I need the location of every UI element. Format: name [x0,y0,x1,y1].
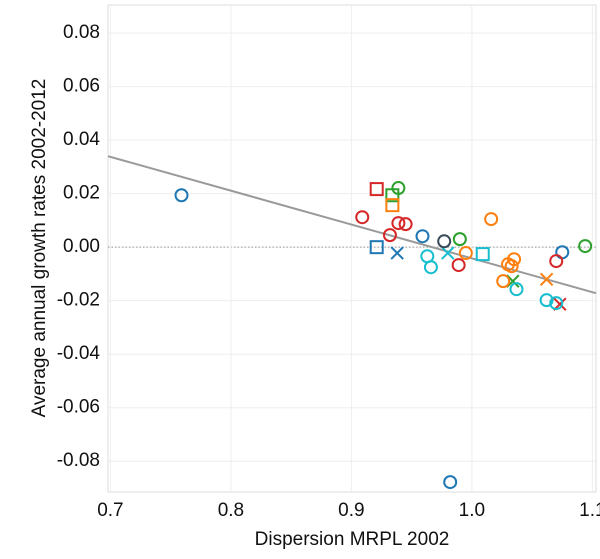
point [174,188,189,203]
point [443,475,458,490]
y-tick-label: -0.06 [57,397,100,418]
plot-area [107,4,597,493]
point [382,228,397,243]
point [549,254,564,269]
y-axis-label: Average annual growth rates 2002-2012 [29,79,50,418]
trend-line [107,155,597,295]
point [415,229,430,244]
point [385,188,400,203]
point [398,217,413,232]
point [578,239,593,254]
point [355,210,370,225]
x-tick-label: 0.7 [97,500,123,521]
y-tick-label: 0.00 [63,236,100,257]
point [390,246,404,260]
y-tick-label: 0.06 [63,76,100,97]
y-tick-label: -0.02 [57,290,100,311]
point [369,182,384,197]
x-tick-label: 1.1 [579,500,600,521]
point [496,274,511,289]
point [507,252,522,267]
point [441,246,455,260]
point [549,296,564,311]
y-tick-label: 0.08 [63,22,100,43]
point [458,246,473,261]
x-tick-label: 0.9 [338,500,364,521]
x-axis-label: Dispersion MRPL 2002 [255,529,450,550]
y-tick-label: -0.04 [57,343,101,364]
y-tick-label: 0.02 [63,183,100,204]
point [555,245,570,260]
point [451,258,466,273]
point [391,216,406,231]
y-tick-label: -0.08 [57,450,100,471]
y-tick-label: 0.04 [63,129,100,150]
point [423,260,438,275]
point [504,259,519,274]
point [484,212,499,227]
point [475,247,490,262]
point [539,272,554,286]
point [437,234,452,249]
point [452,232,467,247]
point [369,240,384,255]
point [539,293,554,308]
x-tick-label: 1.0 [459,500,485,521]
point [509,282,524,297]
x-tick-label: 0.8 [218,500,244,521]
point [385,198,400,213]
